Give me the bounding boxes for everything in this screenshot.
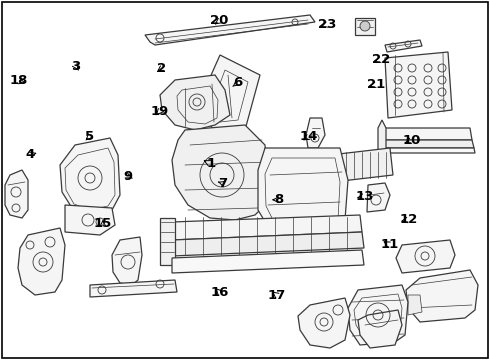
Circle shape xyxy=(360,21,370,31)
Text: 12: 12 xyxy=(400,213,418,226)
Text: 15: 15 xyxy=(94,217,112,230)
Text: 22: 22 xyxy=(372,53,391,66)
Text: 20: 20 xyxy=(210,14,229,27)
Text: 19: 19 xyxy=(150,105,169,118)
Polygon shape xyxy=(385,52,452,118)
Polygon shape xyxy=(358,310,402,348)
Polygon shape xyxy=(200,55,260,135)
Polygon shape xyxy=(298,298,350,348)
Text: 17: 17 xyxy=(268,289,286,302)
Polygon shape xyxy=(380,148,475,153)
Text: 18: 18 xyxy=(9,75,28,87)
Polygon shape xyxy=(172,250,364,273)
Polygon shape xyxy=(145,15,315,45)
Polygon shape xyxy=(258,148,348,238)
Polygon shape xyxy=(367,183,390,212)
Polygon shape xyxy=(65,205,115,235)
Text: 8: 8 xyxy=(275,193,284,206)
Polygon shape xyxy=(172,125,270,220)
Polygon shape xyxy=(380,140,474,148)
Polygon shape xyxy=(330,148,393,182)
Text: 5: 5 xyxy=(85,130,94,143)
Text: 9: 9 xyxy=(124,170,133,183)
Polygon shape xyxy=(5,170,28,218)
Polygon shape xyxy=(306,118,325,148)
Polygon shape xyxy=(60,138,120,215)
Polygon shape xyxy=(90,280,177,297)
Text: 3: 3 xyxy=(72,60,80,73)
Text: 6: 6 xyxy=(233,76,242,89)
Polygon shape xyxy=(112,237,142,285)
Text: 2: 2 xyxy=(157,62,166,75)
Polygon shape xyxy=(385,40,422,52)
Polygon shape xyxy=(355,18,375,35)
Polygon shape xyxy=(406,270,478,322)
Text: 14: 14 xyxy=(299,130,318,143)
Polygon shape xyxy=(396,240,455,273)
Polygon shape xyxy=(380,128,472,140)
Text: 10: 10 xyxy=(402,134,421,147)
Polygon shape xyxy=(408,295,422,315)
Text: 23: 23 xyxy=(318,18,337,31)
Text: 21: 21 xyxy=(367,78,386,91)
Text: 13: 13 xyxy=(356,190,374,203)
Polygon shape xyxy=(172,215,362,240)
Polygon shape xyxy=(18,228,65,295)
Text: 4: 4 xyxy=(26,148,35,161)
Polygon shape xyxy=(160,218,175,265)
Polygon shape xyxy=(348,285,408,345)
Text: 1: 1 xyxy=(206,157,215,170)
Polygon shape xyxy=(172,232,364,256)
Polygon shape xyxy=(160,75,230,130)
Text: 7: 7 xyxy=(219,177,227,190)
Text: 11: 11 xyxy=(380,238,399,251)
Text: 16: 16 xyxy=(210,286,229,299)
Polygon shape xyxy=(378,120,386,155)
